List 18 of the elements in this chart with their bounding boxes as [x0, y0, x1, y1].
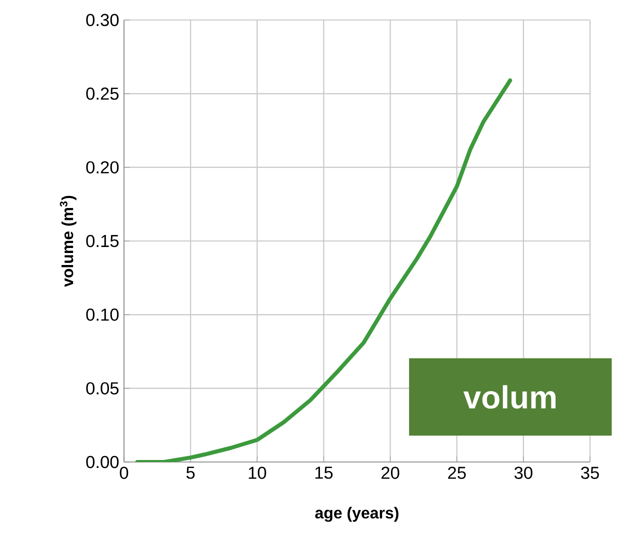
y-tick-label: 0.10	[86, 308, 119, 321]
y-tick-label: 0.05	[86, 382, 119, 394]
y-axis-title: volume (m$^{3}$)	[60, 196, 76, 287]
x-axis-title: age (years)	[315, 506, 398, 522]
y-tick-label: 0.20	[86, 161, 119, 174]
x-tick-label: 30	[514, 466, 532, 479]
x-tick-label: 35	[581, 466, 599, 479]
y-tick-label: 0.30	[86, 14, 119, 26]
y-tick-label: 0.25	[86, 88, 119, 100]
annotation: volum	[463, 385, 556, 409]
x-tick-label: 0	[120, 466, 128, 479]
x-tick-label: 20	[382, 466, 400, 479]
y-tick-label: 0.15	[86, 234, 119, 248]
x-tick-label: 5	[186, 466, 195, 479]
x-tick-label: 25	[448, 466, 466, 479]
x-tick-label: 10	[248, 466, 266, 479]
x-tick-label: 15	[315, 466, 333, 479]
y-tick-label: 0.00	[86, 456, 119, 468]
